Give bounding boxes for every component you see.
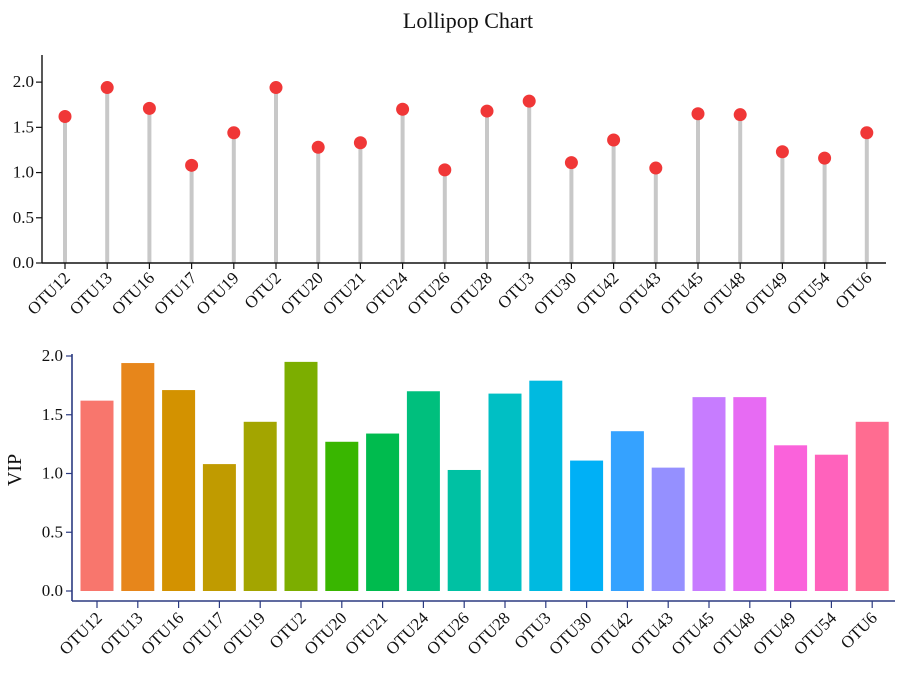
bar-x-axis: OTU12OTU13OTU16OTU17OTU19OTU2OTU20OTU21O… [56, 600, 895, 659]
x-tick-label: OTU28 [464, 608, 514, 658]
x-tick-label: OTU28 [446, 268, 496, 318]
bar [692, 397, 726, 591]
y-tick-label: 1.0 [13, 163, 34, 182]
bar [284, 361, 318, 591]
x-tick-label: OTU21 [341, 608, 391, 658]
lollipop-dot [227, 126, 241, 140]
x-tick-label: OTU45 [657, 268, 707, 318]
x-tick-label: OTU24 [361, 268, 412, 319]
x-tick-label: OTU48 [699, 268, 749, 318]
y-tick-label: 0.5 [42, 522, 63, 541]
y-tick-label: 2.0 [42, 346, 63, 365]
bar [80, 400, 114, 591]
x-tick-label: OTU54 [790, 608, 841, 659]
y-tick-label: 1.5 [42, 405, 63, 424]
lollipop-plot-area [58, 81, 874, 263]
bar [855, 421, 889, 591]
bar [570, 460, 604, 591]
x-tick-label: OTU49 [741, 268, 791, 318]
x-tick-label: OTU6 [837, 608, 881, 652]
x-tick-label: OTU13 [66, 268, 116, 318]
lollipop-dot [353, 136, 367, 150]
bar [610, 431, 644, 591]
bar [651, 467, 685, 591]
x-tick-label: OTU16 [108, 268, 158, 318]
bar [406, 391, 440, 591]
x-tick-label: OTU43 [627, 608, 677, 658]
x-tick-label: OTU16 [137, 608, 187, 658]
x-tick-label: OTU6 [831, 268, 875, 312]
x-tick-label: OTU12 [24, 268, 74, 318]
x-tick-label: OTU13 [96, 608, 146, 658]
lollipop-y-axis: 0.0 0.5 1.0 1.5 2.0 [13, 55, 43, 272]
x-tick-label: OTU12 [56, 608, 106, 658]
bar [162, 390, 196, 591]
y-tick-label: 0.5 [13, 208, 34, 227]
lollipop-dot [522, 94, 536, 108]
x-tick-label: OTU45 [668, 608, 718, 658]
lollipop-dot [775, 145, 789, 159]
lollipop-dot [142, 101, 156, 115]
y-tick-label: 1.0 [42, 464, 63, 483]
lollipop-x-axis: OTU12OTU13OTU16OTU17OTU19OTU2OTU20OTU21O… [24, 262, 886, 319]
x-tick-label: OTU26 [403, 268, 453, 318]
x-tick-label: OTU48 [708, 608, 758, 658]
lollipop-dot [58, 109, 72, 123]
lollipop-chart: 0.0 0.5 1.0 1.5 2.0 OTU12OTU13OTU16OTU17OTU1… [13, 55, 886, 319]
bar [774, 445, 808, 591]
y-tick-label: 1.5 [13, 117, 34, 136]
x-tick-label: OTU30 [545, 608, 595, 658]
x-tick-label: OTU30 [530, 268, 580, 318]
lollipop-dot [185, 158, 199, 172]
bar [202, 464, 236, 591]
lollipop-dot [396, 102, 410, 116]
x-tick-label: OTU43 [614, 268, 664, 318]
y-tick-label: 2.0 [13, 72, 34, 91]
lollipop-dot [480, 104, 494, 118]
lollipop-dot [564, 156, 578, 170]
bar [529, 380, 563, 591]
lollipop-dot [733, 108, 747, 122]
y-axis-title: VIP [4, 454, 26, 486]
bar [366, 433, 400, 591]
x-tick-label: OTU20 [277, 268, 327, 318]
bar [447, 469, 481, 591]
x-tick-label: OTU20 [300, 608, 350, 658]
lollipop-dot [311, 140, 325, 154]
bar [243, 421, 277, 591]
bar [488, 393, 522, 591]
lollipop-dot [649, 161, 663, 175]
lollipop-dot [860, 126, 874, 140]
bar-y-axis: 0.0 0.5 1.0 1.5 2.0 [42, 346, 73, 601]
x-tick-label: OTU49 [749, 608, 799, 658]
lollipop-dot [818, 151, 832, 165]
bar [814, 454, 848, 591]
bar [733, 397, 767, 591]
lollipop-dot [100, 81, 114, 95]
x-tick-label: OTU54 [783, 268, 834, 319]
x-tick-label: OTU26 [423, 608, 473, 658]
x-tick-label: OTU17 [150, 268, 201, 319]
bar [325, 441, 359, 591]
y-tick-label: 0.0 [13, 253, 34, 272]
lollipop-dot [607, 133, 621, 147]
x-tick-label: OTU19 [219, 608, 269, 658]
x-tick-label: OTU42 [586, 608, 636, 658]
bar-chart: 0.0 0.5 1.0 1.5 2.0 OTU12OTU13OTU16OTU17OTU1… [4, 346, 895, 659]
lollipop-dot [269, 81, 283, 95]
x-tick-label: OTU21 [319, 268, 369, 318]
bar [121, 363, 155, 591]
lollipop-dot [691, 107, 705, 121]
bar-plot-area [80, 361, 889, 591]
x-tick-label: OTU24 [382, 608, 433, 659]
y-tick-label: 0.0 [42, 581, 63, 600]
x-tick-label: OTU19 [192, 268, 242, 318]
x-tick-label: OTU42 [572, 268, 622, 318]
chart-title: Lollipop Chart [403, 8, 533, 33]
lollipop-dot [438, 163, 452, 177]
x-tick-label: OTU17 [178, 608, 229, 659]
